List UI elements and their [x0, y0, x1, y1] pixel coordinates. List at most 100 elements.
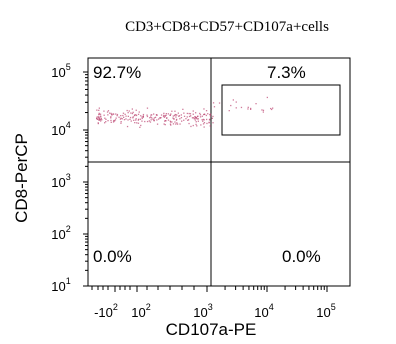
scatter-point	[174, 113, 176, 116]
gate-rectangle	[221, 84, 341, 136]
scatter-point	[192, 113, 194, 115]
scatter-point	[206, 122, 208, 125]
scatter-point	[209, 125, 211, 127]
scatter-point	[232, 99, 234, 101]
scatter-point	[115, 117, 117, 119]
scatter-point	[107, 120, 109, 122]
scatter-point	[176, 114, 178, 116]
scatter-point	[104, 117, 106, 119]
scatter-point	[247, 106, 249, 108]
scatter-point	[128, 110, 130, 112]
y-axis-title: CD8-PerCP	[12, 133, 31, 223]
scatter-point	[126, 125, 129, 128]
scatter-point	[135, 109, 137, 111]
scatter-point	[103, 114, 105, 116]
scatter-point	[107, 110, 110, 112]
scatter-point	[134, 114, 136, 116]
scatter-point	[188, 112, 190, 115]
scatter-point	[130, 112, 132, 114]
scatter-point	[153, 117, 156, 119]
scatter-point	[126, 109, 128, 112]
scatter-point	[199, 116, 202, 118]
scatter-point	[218, 102, 221, 104]
scatter-point	[141, 120, 143, 122]
scatter-point	[194, 119, 196, 121]
scatter-point	[150, 114, 152, 116]
scatter-point	[111, 114, 113, 116]
scatter-point	[167, 113, 169, 115]
scatter-point	[164, 120, 166, 122]
scatter-point	[199, 114, 202, 116]
scatter-point	[175, 116, 177, 118]
scatter-point	[177, 112, 179, 114]
scatter-point	[165, 114, 167, 116]
scatter-point	[116, 115, 118, 117]
scatter-point	[97, 122, 99, 124]
scatter-point	[103, 110, 105, 112]
scatter-point	[129, 116, 132, 119]
scatter-point	[194, 117, 196, 119]
scatter-point	[151, 114, 153, 116]
scatter-point	[181, 120, 183, 122]
scatter-point	[96, 116, 98, 118]
scatter-point	[261, 109, 263, 111]
scatter-point	[105, 118, 107, 120]
scatter-point	[179, 118, 181, 120]
y-tick-label: 101	[51, 276, 70, 294]
scatter-point	[247, 108, 249, 110]
scatter-point	[142, 113, 145, 116]
scatter-point	[135, 114, 137, 116]
scatter-point	[209, 115, 212, 117]
scatter-point	[114, 119, 117, 121]
scatter-point	[141, 117, 143, 120]
scatter-point	[100, 118, 102, 120]
scatter-point	[127, 119, 129, 121]
scatter-point	[139, 126, 141, 128]
scatter-point	[98, 119, 100, 121]
scatter-point	[101, 119, 103, 121]
scatter-point	[120, 122, 122, 124]
scatter-point	[110, 119, 112, 122]
scatter-point	[100, 116, 102, 118]
scatter-point	[188, 122, 190, 125]
scatter-point	[135, 114, 138, 117]
scatter-point	[235, 101, 237, 103]
scatter-point	[178, 115, 181, 117]
scatter-point	[156, 119, 158, 121]
scatter-point	[124, 113, 126, 115]
scatter-point	[205, 110, 208, 112]
scatter-point	[135, 118, 137, 120]
scatter-point	[163, 114, 165, 116]
scatter-point	[205, 114, 207, 117]
scatter-point	[203, 122, 206, 124]
scatter-point	[132, 111, 134, 113]
scatter-point	[146, 114, 148, 116]
scatter-point	[140, 124, 142, 127]
x-tick-label: 105	[316, 302, 335, 320]
scatter-point	[100, 115, 102, 117]
scatter-point	[98, 109, 100, 111]
scatter-point	[166, 117, 168, 119]
scatter-point	[262, 111, 264, 113]
scatter-point	[209, 113, 211, 116]
scatter-point	[189, 113, 192, 115]
scatter-point	[131, 108, 133, 110]
scatter-point	[152, 118, 154, 120]
scatter-point	[163, 123, 165, 125]
scatter-point	[212, 102, 215, 104]
scatter-point	[97, 118, 99, 120]
scatter-point	[122, 112, 125, 114]
scatter-point	[196, 118, 198, 120]
scatter-point	[201, 119, 203, 121]
scatter-point	[207, 113, 209, 115]
scatter-point	[169, 123, 172, 125]
x-tick-label: 104	[254, 302, 273, 320]
scatter-point	[122, 114, 124, 117]
scatter-point	[99, 118, 101, 121]
scatter-point	[195, 112, 197, 114]
scatter-point	[174, 110, 176, 112]
scatter-point	[185, 118, 187, 120]
scatter-point	[109, 112, 111, 114]
scatter-point	[149, 121, 152, 123]
scatter-point	[192, 110, 194, 112]
